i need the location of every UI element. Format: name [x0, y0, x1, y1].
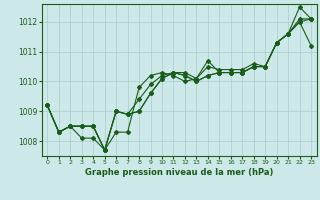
X-axis label: Graphe pression niveau de la mer (hPa): Graphe pression niveau de la mer (hPa) — [85, 168, 273, 177]
